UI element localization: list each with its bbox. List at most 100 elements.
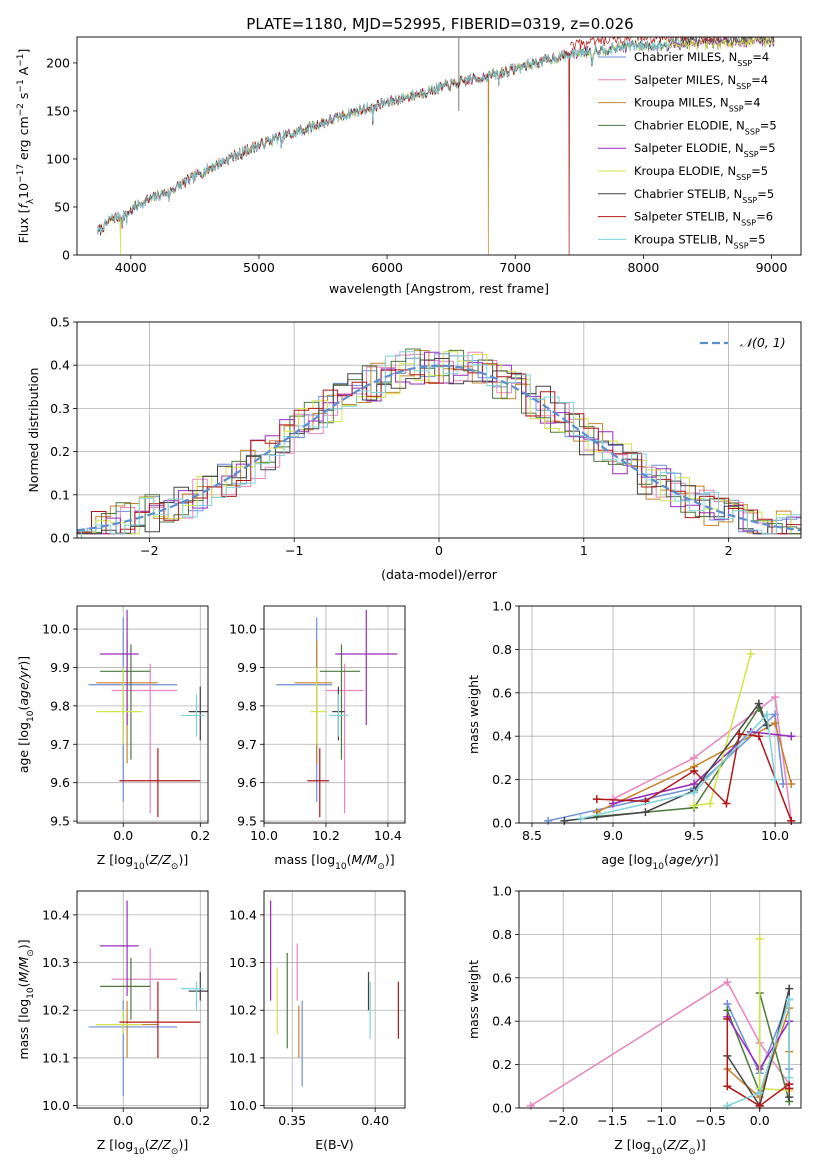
weight-marker: [746, 649, 755, 658]
axes-frame: [76, 605, 209, 824]
x-tick-label: 5000: [243, 260, 275, 275]
panel-age_vs_mass: 10.0 10.2 10.4 9.5 9.6 9.7 9.8 9.9 10.0 mass [log…: [229, 605, 406, 872]
legend-label: Salpeter MILES, NSSP=4: [634, 73, 768, 91]
x-tick-label: 9.0: [603, 828, 623, 843]
weight-marker: [706, 799, 715, 808]
plot-area-age_vs_Z: [88, 609, 208, 818]
y-tick-label: 1.0: [492, 884, 512, 899]
weight-marker: [560, 816, 569, 825]
x-axis-label: wavelength [Angstrom, rest frame]: [329, 281, 549, 296]
legend: 𝒩(0, 1): [700, 335, 786, 350]
weight-marker: [723, 1082, 732, 1091]
panel-weight_vs_age: 8.5 9.0 9.5 10.0 0.0 0.2 0.4 0.6 0.8 1.0 age [log1…: [466, 599, 802, 872]
y-tick-label: 0.2: [50, 444, 70, 459]
legend-label: Salpeter STELIB, NSSP=6: [634, 210, 773, 228]
y-tick-label: 9.5: [50, 814, 70, 829]
x-tick-label: −2: [140, 543, 158, 558]
panel-weight_vs_Z: −2.0 −1.5 −1.0 −0.5 0.0 0.0 0.2 0.4 0.6 0.8 1.0 Z […: [466, 884, 802, 1157]
weight-marker: [787, 779, 796, 788]
y-tick-label: 0.4: [492, 1014, 512, 1029]
y-tick-label: 0.3: [50, 401, 70, 416]
x-tick-label: 6000: [371, 260, 403, 275]
x-axis-label: E(B-V): [315, 1137, 354, 1152]
weight-marker: [785, 1084, 794, 1093]
x-tick-label: 0.2: [190, 1113, 210, 1128]
y-tick-label: 150: [46, 103, 70, 118]
weight-marker: [787, 732, 796, 741]
weight-marker: [735, 730, 744, 739]
weight-marker: [755, 1101, 764, 1110]
weight-marker: [785, 984, 794, 993]
x-tick-label: 0.0: [750, 1113, 770, 1128]
panel-mass_vs_ebv: 0.35 0.40 10.0 10.1 10.2 10.3 10.4 E(B-V): [229, 890, 406, 1152]
y-tick-label: 0.4: [492, 729, 512, 744]
weight-marker: [723, 1101, 732, 1110]
weight-marker: [723, 1015, 732, 1024]
panel-spectrum: 4000 5000 6000 7000 8000 9000 0 50 100 150 200 wave…: [16, 36, 802, 296]
normal-curve: [77, 364, 801, 532]
y-tick-label: 10.0: [42, 622, 70, 637]
weight-marker: [690, 801, 699, 810]
y-tick-label: 0.2: [492, 1057, 512, 1072]
y-tick-label: 10.0: [229, 1098, 257, 1113]
y-tick-label: 10.2: [229, 1003, 257, 1018]
x-axis-label: (data-model)/error: [381, 567, 498, 582]
y-tick-label: 9.9: [237, 660, 257, 675]
x-tick-label: 10.0: [761, 828, 789, 843]
x-tick-label: 9.5: [684, 828, 704, 843]
legend-label: Chabrier STELIB, NSSP=5: [634, 187, 774, 205]
axes-frame: [263, 890, 406, 1109]
axes-frame: [76, 890, 209, 1109]
x-tick-label: 10.0: [250, 828, 278, 843]
chart-panels: 4000 5000 6000 7000 8000 9000 0 50 100 150 200 wave…: [16, 36, 802, 1157]
y-tick-label: 0.1: [50, 487, 70, 502]
weight-marker: [785, 1093, 794, 1102]
y-tick-label: 9.8: [237, 698, 257, 713]
weight-marker: [771, 775, 780, 784]
y-tick-label: 0.0: [492, 816, 512, 831]
y-axis-label: Flux [fλ10−17 erg cm−2 s−1 A−1]: [16, 49, 36, 244]
axes-frame: [518, 890, 802, 1109]
legend: Chabrier MILES, NSSP=4 Salpeter MILES, NS…: [598, 50, 777, 250]
weight-marker: [754, 732, 763, 741]
weight-marker: [771, 693, 780, 702]
x-tick-label: 10.2: [312, 828, 340, 843]
spectrum-line: [97, 37, 683, 235]
axes-frame: [76, 321, 802, 539]
weight-marker: [771, 719, 780, 728]
plot-area-spectrum: [97, 37, 775, 255]
x-tick-label: 0.40: [361, 1113, 389, 1128]
plot-area-mass_vs_Z: [88, 900, 208, 1097]
x-tick-label: 0.0: [113, 1113, 133, 1128]
weight-marker: [690, 766, 699, 775]
x-tick-label: 9000: [756, 260, 788, 275]
weight-marker: [576, 814, 585, 823]
y-axis-label: Normed distribution: [26, 368, 41, 493]
y-tick-label: 0.8: [492, 642, 512, 657]
plot-area-age_vs_mass: [276, 609, 398, 818]
x-tick-label: −1.5: [597, 1113, 627, 1128]
x-tick-label: 0.2: [190, 828, 210, 843]
y-tick-label: 0.6: [492, 970, 512, 985]
y-tick-label: 10.3: [229, 955, 257, 970]
weight-marker: [641, 808, 650, 817]
x-tick-label: 4000: [115, 260, 147, 275]
y-tick-label: 0.0: [50, 531, 70, 546]
weight-marker: [592, 795, 601, 804]
y-tick-label: 100: [46, 151, 70, 166]
x-tick-label: 0: [435, 543, 443, 558]
weight-marker: [544, 816, 553, 825]
y-tick-label: 0.8: [492, 927, 512, 942]
weight-marker: [785, 1073, 794, 1082]
x-tick-label: 0.0: [113, 828, 133, 843]
plot-area-weight_vs_Z: [526, 934, 794, 1110]
x-tick-label: −1.0: [646, 1113, 676, 1128]
x-tick-label: 2: [725, 543, 733, 558]
x-tick-label: −2.0: [548, 1113, 578, 1128]
legend-label: Salpeter ELODIE, NSSP=5: [634, 141, 776, 159]
y-tick-label: 10.4: [229, 907, 257, 922]
y-tick-label: 10.1: [42, 1050, 70, 1065]
histogram-step: [77, 358, 801, 535]
weight-marker: [609, 799, 617, 808]
